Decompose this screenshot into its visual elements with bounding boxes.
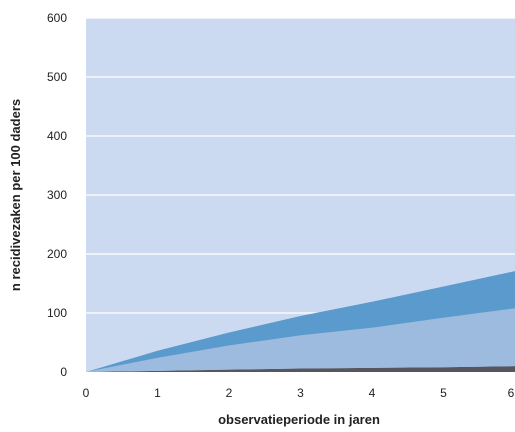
- x-tick-label: 5: [440, 386, 447, 400]
- x-tick-labels: 0 1 2 3 4 5 6: [83, 386, 515, 400]
- x-tick-label: 4: [369, 386, 376, 400]
- x-axis-title: observatieperiode in jaren: [218, 412, 380, 427]
- gridlines: [86, 17, 515, 314]
- y-axis-title: n recidivezaken per 100 daders: [8, 99, 23, 291]
- area-series-2: [86, 271, 515, 372]
- x-tick-label: 1: [154, 386, 161, 400]
- area-series-1: [86, 308, 515, 372]
- y-tick-label: 0: [60, 365, 67, 379]
- x-tick-label: 2: [226, 386, 233, 400]
- x-tick-label: 0: [83, 386, 90, 400]
- area-series-0: [86, 366, 515, 372]
- y-tick-label: 600: [47, 11, 67, 25]
- area-series: [86, 271, 515, 372]
- y-tick-label: 400: [47, 129, 67, 143]
- y-tick-labels: 0 100 200 300 400 500 600: [47, 11, 67, 379]
- x-tick-label: 3: [297, 386, 304, 400]
- y-tick-label: 300: [47, 188, 67, 202]
- x-tick-label: 6: [508, 386, 515, 400]
- y-tick-label: 100: [47, 306, 67, 320]
- y-tick-label: 500: [47, 70, 67, 84]
- y-tick-label: 200: [47, 247, 67, 261]
